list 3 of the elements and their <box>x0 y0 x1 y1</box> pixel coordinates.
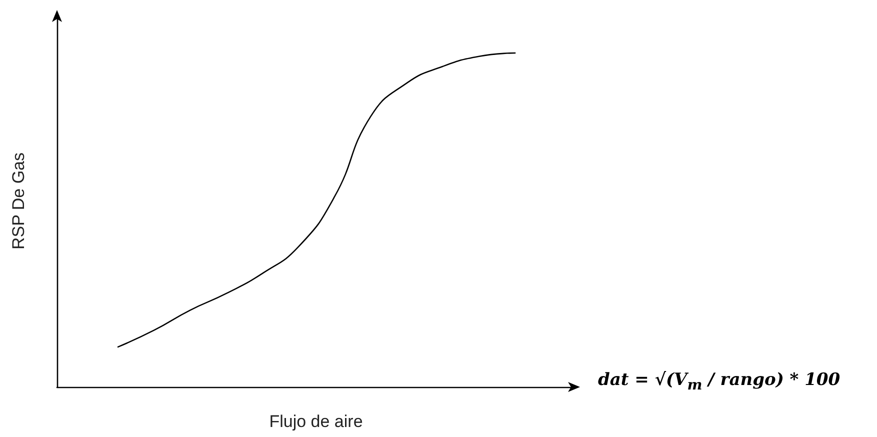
x-axis-title: Flujo de aire <box>269 412 363 431</box>
text: dat = √(V$_{m}$ / rango) * 100 <box>598 370 840 394</box>
y-axis-title: RSP De Gas <box>9 152 28 250</box>
